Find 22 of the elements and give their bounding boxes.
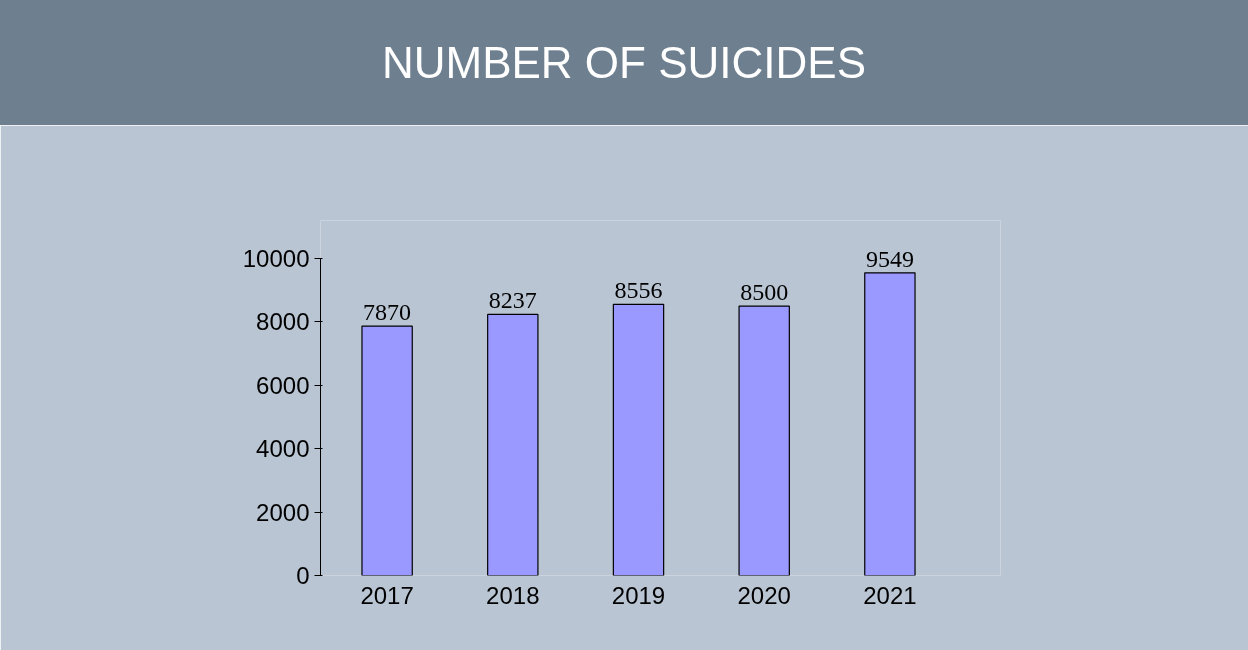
y-tick-label: 8000 — [256, 308, 310, 336]
data-label: 8556 — [614, 277, 663, 304]
chart-title: NUMBER OF SUICIDES — [381, 37, 867, 89]
bar — [738, 305, 790, 576]
y-tick-label: 0 — [296, 562, 310, 589]
bar — [612, 303, 665, 576]
y-tick-label: 10000 — [242, 245, 310, 273]
x-tick-label: 2020 — [737, 581, 791, 609]
data-label: 8237 — [488, 287, 537, 314]
x-tick-label: 2021 — [863, 581, 917, 609]
bar — [487, 313, 539, 576]
data-label: 7870 — [363, 299, 412, 326]
bar — [864, 272, 916, 576]
y-tick-label: 6000 — [256, 371, 310, 399]
x-tick-label: 2019 — [611, 581, 666, 609]
x-tick-label: 2018 — [486, 581, 540, 609]
x-tick-label: 2017 — [360, 581, 414, 609]
data-label: 8500 — [740, 279, 789, 306]
data-label: 9549 — [865, 245, 914, 272]
y-tick-label: 4000 — [256, 435, 310, 463]
y-tick-label: 2000 — [256, 498, 310, 526]
bar — [361, 325, 413, 576]
